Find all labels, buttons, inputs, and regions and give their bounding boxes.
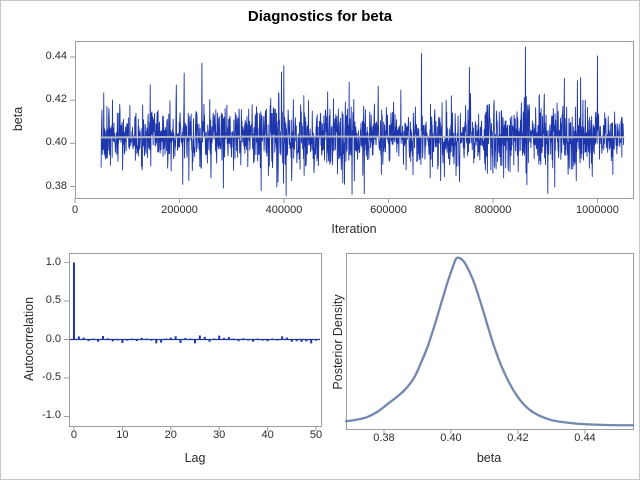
x-tick-label: 0.40	[440, 432, 462, 444]
y-tick-label: 0.5	[45, 294, 61, 307]
x-tick-label: 600000	[370, 204, 407, 216]
x-tick-label: 800000	[474, 204, 512, 216]
x-tick-label: 0.44	[574, 432, 596, 444]
x-tick-label: 20	[164, 429, 177, 441]
y-tick-label: 0.44	[45, 49, 67, 62]
autocorrelation-plot	[64, 253, 322, 431]
y-tick-label: 0.38	[45, 179, 67, 192]
x-tick-label: 0.42	[507, 432, 529, 444]
acf-x-axis-label: Lag	[184, 451, 206, 465]
y-tick-label: -1.0	[42, 409, 61, 422]
density-x-axis-label: beta	[476, 451, 502, 465]
acf-y-axis-label: Autocorrelation	[22, 296, 36, 382]
x-tick-label: 0.38	[373, 432, 395, 444]
y-tick-label: 1.0	[45, 255, 61, 268]
trace-plot	[70, 41, 634, 203]
x-tick-label: 10	[116, 429, 129, 441]
trace-x-axis-label: Iteration	[331, 222, 377, 236]
x-tick-label: 0	[71, 204, 79, 216]
x-tick-label: 40	[261, 429, 274, 441]
x-tick-label: 0	[70, 429, 78, 441]
density-y-axis-label: Posterior Density	[331, 294, 345, 390]
x-tick-label: 1000000	[576, 204, 619, 216]
trace-y-axis-label: beta	[11, 106, 25, 132]
x-tick-label: 30	[213, 429, 226, 441]
y-tick-label: 0.40	[45, 136, 67, 149]
figure-title: Diagnostics for beta	[247, 8, 393, 25]
x-tick-label: 200000	[161, 204, 198, 216]
x-tick-label: 400000	[265, 204, 303, 216]
y-tick-label: -0.5	[42, 370, 61, 383]
y-tick-label: 0.42	[45, 93, 67, 106]
x-tick-label: 50	[309, 429, 323, 441]
posterior-density-plot	[344, 253, 635, 434]
y-tick-label: 0.0	[45, 332, 61, 345]
